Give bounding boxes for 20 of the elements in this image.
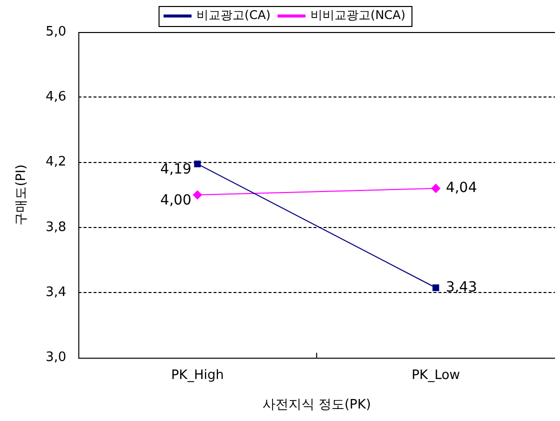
point	[194, 160, 201, 168]
y-tick-label: 5,0	[46, 24, 66, 40]
y-tick-label: 4,2	[46, 154, 66, 170]
data-label: 4,04	[446, 180, 478, 196]
point	[431, 184, 440, 193]
data-label: 3,43	[446, 279, 477, 296]
y-tick-label: 3,0	[46, 350, 66, 366]
point	[192, 190, 202, 200]
y-axis-title: 구매도(PI)	[14, 164, 30, 226]
y-tick-label: 3,8	[46, 220, 66, 235]
x-tick-label: PK_Low	[412, 368, 460, 383]
point	[432, 284, 440, 292]
data-label: 4,00	[160, 192, 192, 209]
y-tick-label: 3,4	[46, 285, 66, 300]
x-tick-label: PK_High	[171, 368, 224, 383]
y-tick-label: 4,6	[46, 90, 66, 105]
legend-label: 비비교광고(NCA)	[310, 8, 406, 22]
legend-label: 비교광고(CA)	[196, 8, 271, 22]
data-label: 4,19	[160, 162, 192, 178]
x-axis-title: 사전지식 정도(PK)	[262, 398, 371, 413]
